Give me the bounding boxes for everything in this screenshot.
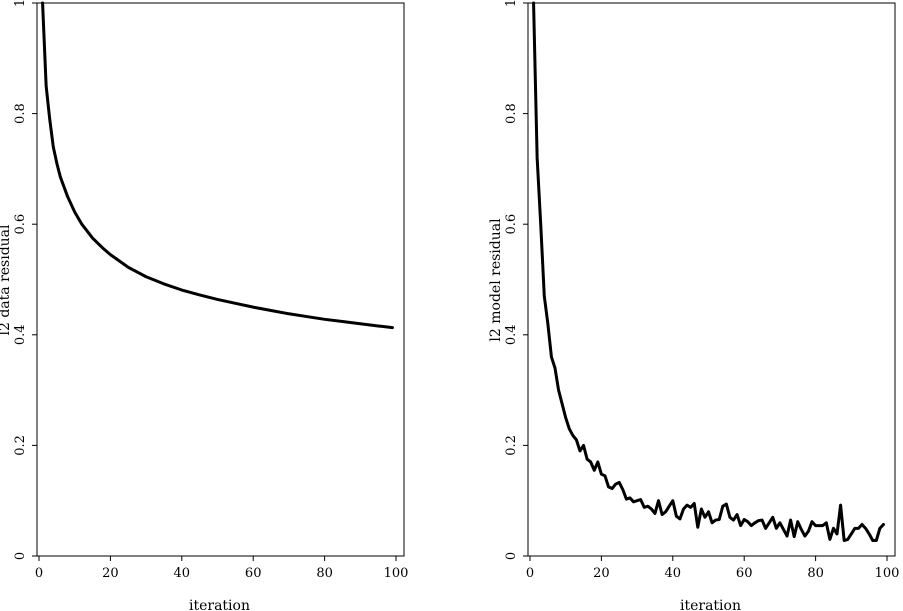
x-tick-label: 80: [807, 566, 824, 581]
y-tick-label: 0.2: [504, 435, 519, 456]
x-tick-label: 20: [102, 566, 119, 581]
y-tick-label: 0.8: [13, 103, 28, 124]
x-tick-label: 80: [316, 566, 333, 581]
y-tick-label: 0: [13, 552, 28, 560]
x-tick-label: 0: [526, 566, 534, 581]
y-tick-label: 0.6: [13, 214, 28, 235]
x-tick-label: 100: [875, 566, 900, 581]
y-tick-label: 0: [504, 552, 519, 560]
series-line: [532, 1, 885, 543]
x-tick-label: 60: [736, 566, 753, 581]
y-tick-label: 1: [504, 0, 519, 7]
series-line: [41, 1, 394, 330]
x-tick-label: 20: [593, 566, 610, 581]
y-axis-title: l2 model residual: [488, 218, 504, 342]
y-axis-title: l2 data residual: [0, 224, 13, 336]
x-tick-label: 40: [665, 566, 682, 581]
y-tick-label: 1: [13, 0, 28, 7]
x-tick-label: 60: [245, 566, 262, 581]
plot-frame: [36, 2, 405, 557]
x-tick-label: 100: [384, 566, 409, 581]
x-axis-title: iteration: [189, 598, 250, 611]
x-axis-title: iteration: [680, 598, 741, 611]
model-residual-panel: 0 20 40 60 80 100 0 0.2 0.4 0.6 0.8 1 iteration l2 mo…: [488, 0, 899, 611]
plot-frame: [527, 2, 896, 557]
y-tick-label: 0.6: [504, 214, 519, 235]
x-tick-label: 0: [35, 566, 43, 581]
y-tick-label: 0.4: [504, 324, 519, 345]
x-tick-label: 40: [174, 566, 191, 581]
y-tick-label: 0.4: [13, 324, 28, 345]
y-tick-label: 0.8: [504, 103, 519, 124]
data-residual-panel: 0 20 40 60 80 100 0 0.2 0.4 0.6 0.8 1 iteration l2 da…: [0, 0, 408, 611]
y-tick-label: 0.2: [13, 435, 28, 456]
